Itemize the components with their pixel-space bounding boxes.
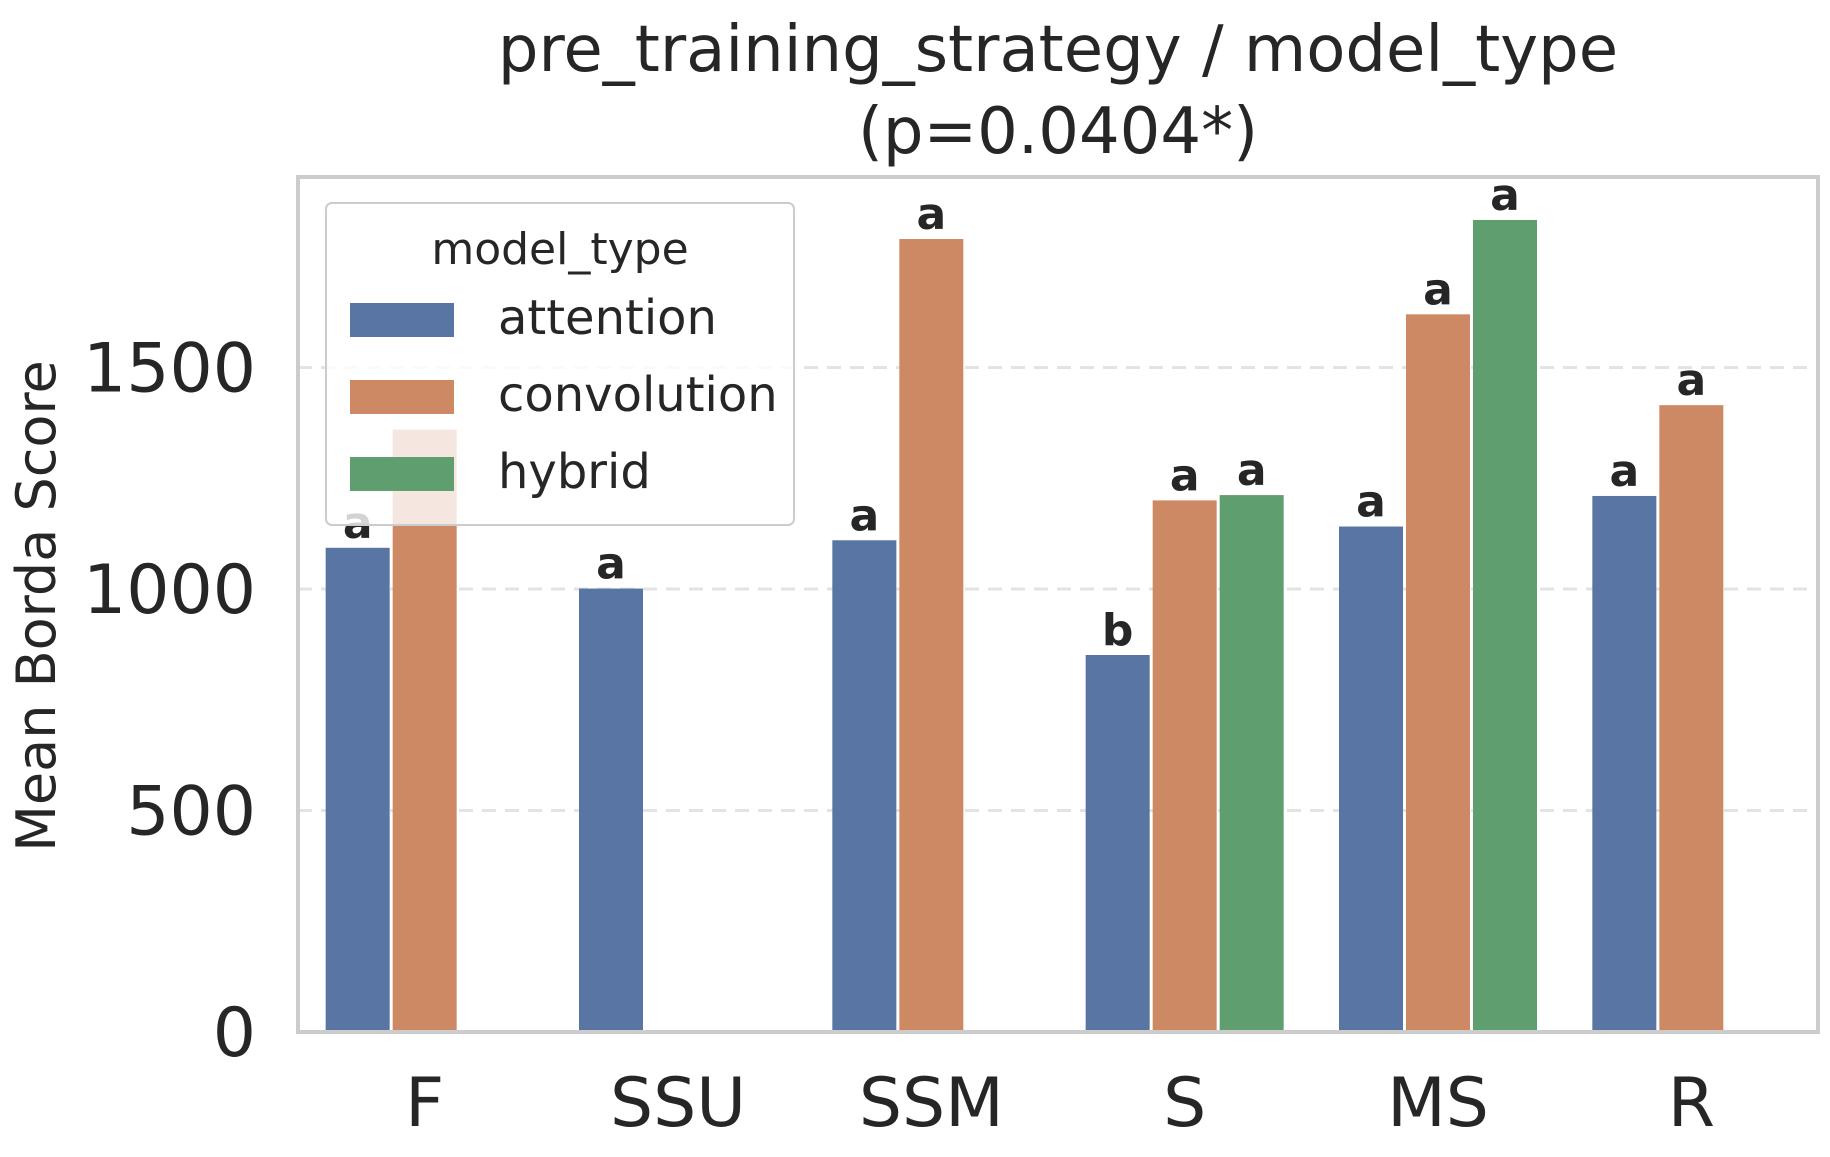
x-tick-label: MS (1387, 1064, 1489, 1143)
significance-letter: a (596, 539, 626, 590)
bar-convolution-R (1659, 405, 1724, 1032)
x-tick-label: S (1163, 1064, 1206, 1143)
y-tick-label: 0 (213, 994, 256, 1073)
significance-letter: a (849, 490, 879, 541)
plot-frame (296, 175, 1820, 1034)
bar-hybrid-S (1219, 495, 1284, 1032)
significance-letter: a (1609, 446, 1639, 497)
legend-label-hybrid: hybrid (498, 444, 651, 500)
y-tick-label: 1000 (83, 551, 256, 630)
legend-swatch-hybrid (350, 457, 454, 491)
bar-attention-S (1085, 655, 1150, 1032)
legend-swatch-convolution (350, 380, 454, 414)
significance-letter: b (1102, 605, 1134, 656)
bar-attention-MS (1339, 526, 1403, 1032)
legend-label-convolution: convolution (498, 367, 778, 423)
x-tick-label: R (1668, 1064, 1715, 1143)
y-tick-label: 1500 (83, 329, 256, 408)
bar-convolution-S (1152, 500, 1217, 1032)
legend-box (325, 202, 795, 526)
x-tick-label: SSU (610, 1064, 746, 1143)
bar-convolution-SSM (899, 239, 964, 1032)
bar-attention-SSU (579, 588, 643, 1032)
chart-title-line1: pre_training_strategy / model_type (498, 13, 1618, 87)
bars (325, 219, 1724, 1032)
y-tick-label: 500 (126, 772, 256, 851)
bar-attention-F (325, 547, 390, 1032)
y-tick-labels: 0 500 1000 1500 (83, 329, 256, 1073)
legend-title: model_type (431, 224, 688, 275)
significance-letter: a (1170, 450, 1200, 501)
bar-attention-R (1592, 495, 1657, 1032)
x-tick-label: SSM (859, 1064, 1004, 1143)
y-axis-label: Mean Borda Score (5, 360, 68, 851)
legend-label-attention: attention (498, 290, 717, 346)
significance-letter: a (1676, 355, 1706, 406)
bar-convolution-F (392, 429, 457, 1032)
significance-letter: a (1356, 477, 1386, 528)
x-tick-labels: F SSU SSM S MS R (405, 1064, 1715, 1143)
significance-letter: a (916, 189, 946, 240)
legend-swatch-attention (350, 303, 454, 337)
bar-attention-SSM (832, 540, 897, 1032)
bar-convolution-MS (1406, 314, 1470, 1032)
bar-hybrid-MS (1473, 219, 1537, 1032)
chart-title-line2: (p=0.0404*) (858, 95, 1258, 169)
legend: model_type attention convolution hybrid (325, 202, 795, 526)
significance-letter: a (1423, 264, 1453, 315)
x-tick-label: F (405, 1064, 444, 1143)
significance-letter: a (1237, 445, 1267, 496)
